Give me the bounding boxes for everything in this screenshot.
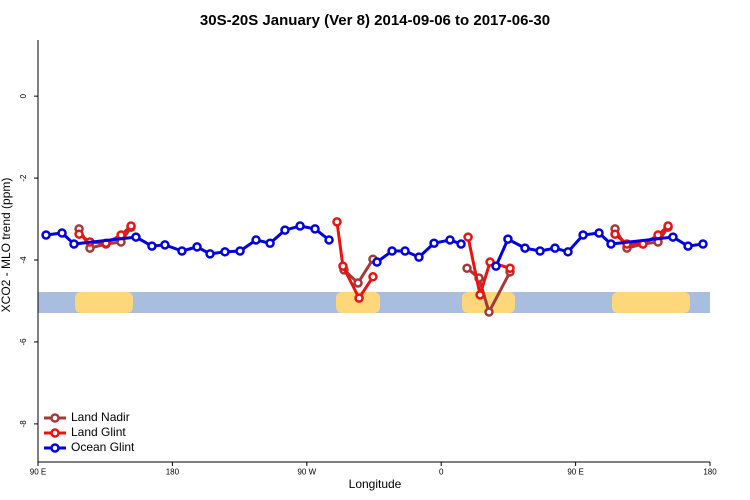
data-point: [475, 290, 485, 300]
data-point: [445, 235, 455, 245]
x-tick-label: 0: [439, 468, 444, 477]
data-point: [354, 293, 364, 303]
land-region: [462, 292, 515, 313]
x-tick-label: 90 E: [30, 468, 46, 477]
x-tick-label: 180: [166, 468, 180, 477]
data-point: [400, 246, 410, 256]
data-point: [368, 272, 378, 282]
data-point: [414, 252, 424, 262]
data-point: [462, 263, 472, 273]
legend-label: Land Glint: [71, 425, 126, 439]
data-point: [610, 229, 620, 239]
land-ocean-strip: [38, 292, 710, 313]
data-point: [563, 247, 573, 257]
data-point: [520, 243, 530, 253]
y-axis-label: XCO2 - MLO trend (ppm): [0, 178, 13, 313]
data-point: [147, 241, 157, 251]
data-point: [353, 278, 363, 288]
data-point: [484, 307, 494, 317]
data-point: [463, 232, 473, 242]
data-point: [372, 257, 382, 267]
y-tick-label: -6: [19, 338, 28, 346]
legend-marker: [50, 428, 60, 438]
data-point: [338, 261, 348, 271]
data-point: [550, 243, 560, 253]
y-tick-label: -4: [19, 256, 28, 264]
y-tick-label: -8: [19, 420, 28, 428]
data-point: [505, 263, 515, 273]
data-point: [698, 239, 708, 249]
data-point: [324, 235, 334, 245]
x-axis-label: Longitude: [349, 477, 402, 491]
x-tick-label: 90 W: [297, 468, 316, 477]
data-point: [491, 261, 501, 271]
data-point: [387, 246, 397, 256]
y-tick-label: -2: [19, 174, 28, 182]
data-point: [594, 228, 604, 238]
data-point: [606, 239, 616, 249]
x-tick-label: 90 E: [567, 468, 583, 477]
data-point: [280, 225, 290, 235]
data-point: [683, 241, 693, 251]
data-point: [578, 230, 588, 240]
data-point: [295, 221, 305, 231]
data-point: [535, 246, 545, 256]
data-point: [265, 238, 275, 248]
data-point: [131, 232, 141, 242]
y-tick-label: 0: [19, 93, 28, 98]
data-point: [332, 217, 342, 227]
data-point: [205, 249, 215, 259]
data-point: [69, 239, 79, 249]
legend-marker: [50, 413, 60, 423]
land-region: [75, 292, 133, 313]
data-point: [251, 235, 261, 245]
data-point: [429, 238, 439, 248]
x-tick-label: 180: [703, 468, 717, 477]
data-point: [74, 229, 84, 239]
data-point: [160, 240, 170, 250]
data-point: [235, 246, 245, 256]
data-point: [310, 224, 320, 234]
data-point: [177, 246, 187, 256]
data-point: [41, 230, 51, 240]
data-point: [503, 234, 513, 244]
data-point: [220, 247, 230, 257]
data-point: [192, 242, 202, 252]
data-point: [456, 239, 466, 249]
chart-title: 30S-20S January (Ver 8) 2014-09-06 to 20…: [200, 12, 550, 29]
data-point: [126, 221, 136, 231]
legend-marker: [50, 443, 60, 453]
data-point: [485, 257, 495, 267]
land-region: [612, 292, 690, 313]
data-point: [57, 228, 67, 238]
legend-label: Land Nadir: [71, 410, 130, 424]
data-point: [668, 232, 678, 242]
legend-label: Ocean Glint: [71, 440, 135, 454]
data-point: [663, 221, 673, 231]
